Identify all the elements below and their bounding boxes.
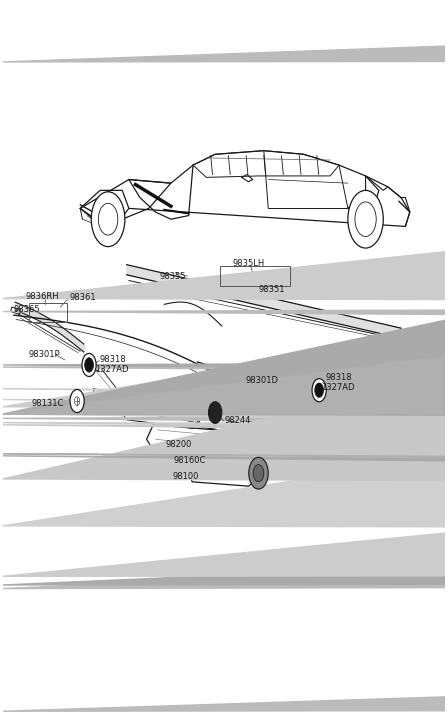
- Circle shape: [82, 353, 96, 377]
- Circle shape: [85, 358, 94, 372]
- Text: 98365: 98365: [14, 305, 40, 314]
- Polygon shape: [3, 564, 448, 585]
- Text: 98200: 98200: [166, 440, 192, 449]
- Circle shape: [348, 190, 383, 248]
- Text: 98100: 98100: [172, 473, 199, 481]
- Polygon shape: [3, 360, 448, 369]
- Polygon shape: [3, 220, 448, 306]
- Polygon shape: [3, 456, 448, 486]
- Text: 98244: 98244: [224, 416, 250, 425]
- Polygon shape: [3, 403, 448, 533]
- Polygon shape: [3, 349, 448, 490]
- Polygon shape: [3, 389, 448, 412]
- Bar: [29, 303, 67, 321]
- Circle shape: [74, 397, 80, 406]
- Text: 98318: 98318: [99, 356, 126, 364]
- Polygon shape: [3, 306, 448, 421]
- Text: 98361: 98361: [69, 293, 96, 302]
- Polygon shape: [3, 695, 448, 711]
- Circle shape: [314, 383, 323, 398]
- Text: 98160C: 98160C: [173, 456, 206, 465]
- Circle shape: [249, 457, 268, 489]
- Circle shape: [208, 402, 222, 423]
- Text: 1327AD: 1327AD: [95, 366, 128, 374]
- Text: 9836RH: 9836RH: [26, 292, 60, 301]
- Polygon shape: [3, 44, 448, 62]
- Polygon shape: [3, 292, 448, 409]
- Circle shape: [99, 204, 118, 235]
- Text: 98301P: 98301P: [28, 350, 60, 358]
- Text: 98131C: 98131C: [31, 398, 64, 408]
- Text: 98301D: 98301D: [245, 376, 278, 385]
- Polygon shape: [3, 425, 448, 459]
- Text: 1327AD: 1327AD: [321, 383, 355, 392]
- Circle shape: [91, 192, 125, 246]
- Circle shape: [253, 465, 264, 482]
- Polygon shape: [3, 454, 448, 465]
- Text: 98355: 98355: [160, 273, 186, 281]
- Circle shape: [70, 390, 84, 412]
- Text: 98318: 98318: [326, 373, 353, 382]
- Text: 9835LH: 9835LH: [233, 260, 265, 268]
- Bar: [220, 266, 290, 286]
- Polygon shape: [3, 362, 448, 371]
- Circle shape: [312, 379, 326, 402]
- Polygon shape: [3, 567, 448, 589]
- Polygon shape: [3, 308, 448, 315]
- Polygon shape: [3, 422, 448, 446]
- Polygon shape: [3, 353, 448, 414]
- Circle shape: [355, 202, 376, 236]
- Text: 98351: 98351: [258, 286, 285, 294]
- Polygon shape: [3, 515, 448, 577]
- Polygon shape: [3, 412, 448, 422]
- Polygon shape: [3, 400, 448, 428]
- Polygon shape: [3, 414, 448, 437]
